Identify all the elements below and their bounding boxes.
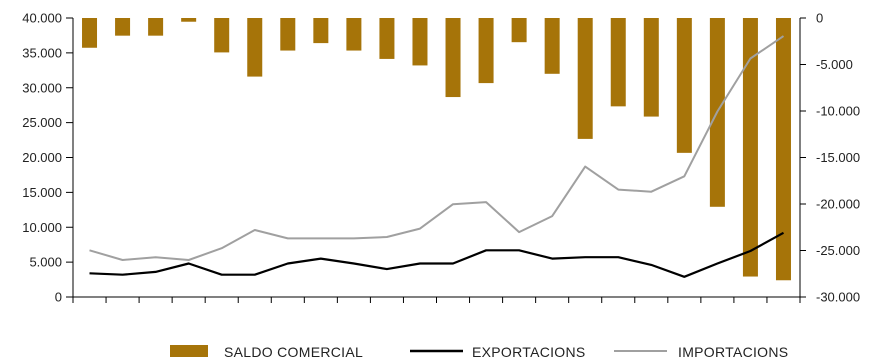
left-tick-label: 0 [55,290,62,305]
right-tick-label: -10.000 [816,104,860,119]
line-exportacions [89,231,785,278]
bar [511,18,527,43]
right-tick-label: 0 [816,11,823,26]
left-tick-label: 5.000 [29,255,62,270]
bar [412,18,428,66]
bar [577,18,593,139]
legend-label-exportacions: EXPORTACIONS [472,344,586,360]
left-tick-label: 15.000 [22,185,62,200]
bar [214,18,230,53]
left-tick-label: 30.000 [22,80,62,95]
right-tick-label: -25.000 [816,243,860,258]
legend-swatch-saldo-comercial [170,345,208,357]
axes [72,18,801,303]
bar [280,18,296,51]
bar [82,18,98,48]
bar [643,18,659,117]
series-lines [89,35,785,278]
line-importacions [89,35,785,261]
right-tick-label: -5.000 [816,57,853,72]
bar [775,18,791,281]
bar [115,18,131,36]
bar [445,18,461,98]
right-tick-label: -20.000 [816,197,860,212]
legend-label-importacions: IMPORTACIONS [678,344,788,360]
left-tick-label: 10.000 [22,220,62,235]
bar [544,18,560,74]
bar [610,18,626,107]
left-tick-label: 20.000 [22,150,62,165]
legend-label-saldo-comercial: SALDO COMERCIAL [224,344,363,360]
legend: SALDO COMERCIAL EXPORTACIONS IMPORTACION… [170,344,788,360]
bar [313,18,329,44]
left-axis: 0 5.000 10.000 15.000 20.000 25.000 30.000 35.0… [22,11,73,305]
bar [676,18,692,153]
right-axis: 0 -5.000 -10.000 -15.000 -20.000 -25.000 -30.0… [800,11,860,305]
left-tick-label: 35.000 [22,45,62,60]
right-tick-label: -30.000 [816,290,860,305]
bar [478,18,494,84]
bar [742,18,758,277]
left-tick-label: 40.000 [22,11,62,26]
left-tick-label: 25.000 [22,115,62,130]
bar [181,18,197,22]
bar [346,18,362,51]
saldo-comercial-bars [82,18,791,281]
bar [247,18,263,77]
right-tick-label: -15.000 [816,150,860,165]
bar [148,18,164,36]
bar [379,18,395,59]
